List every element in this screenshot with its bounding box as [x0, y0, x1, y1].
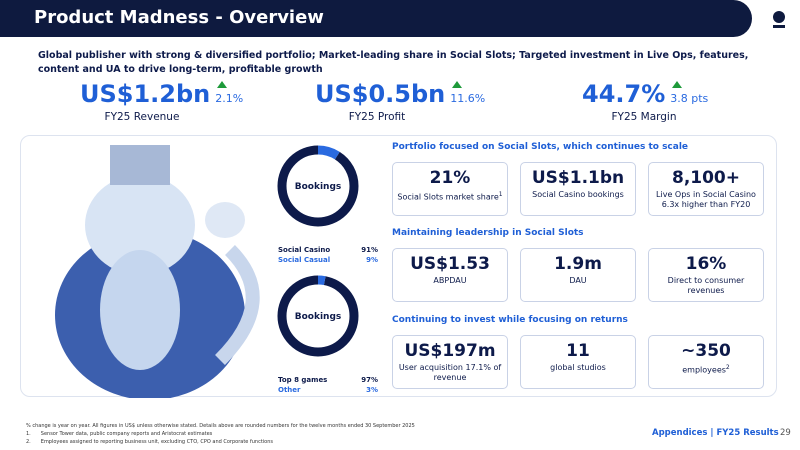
card-label: Social Slots market share1 [393, 188, 507, 203]
slide-title: Product Madness - Overview [34, 7, 324, 28]
up-arrow [217, 81, 228, 88]
donut-title: Bookings [295, 312, 342, 322]
card-label: employees2 [649, 361, 763, 376]
card-value: 16% [685, 254, 727, 274]
section-title: Maintaining leadership in Social Slots [392, 228, 584, 238]
kpi-card: US$1.53 ABPDAU [392, 248, 508, 302]
kpi-value: 44.7% [582, 80, 666, 108]
footnote-marker: 2. [26, 439, 31, 445]
legend-name: Social Casino [278, 246, 330, 254]
kpi-label: FY25 Profit [348, 111, 406, 123]
tiger-illustration [55, 145, 260, 398]
card-label: User acquisition 17.1% of revenue [393, 361, 507, 383]
donut-segment [277, 275, 359, 357]
footnote-ref: 2 [725, 364, 730, 371]
kpi-card: 16% Direct to consumer revenues [648, 248, 764, 302]
legend-value: 91% [361, 246, 378, 254]
legend-name: Social Casual [278, 256, 330, 264]
card-label: DAU [521, 274, 635, 286]
card-value: ~350 [681, 341, 731, 361]
card-value: 11 [566, 341, 590, 361]
section-title: Continuing to invest while focusing on r… [392, 315, 628, 325]
footnote: 1. Sensor Tower data, public company repo… [26, 430, 626, 438]
kpi-row: US$1.2bn 2.1% [80, 80, 243, 108]
kpi-label: FY25 Margin [611, 111, 677, 123]
footnote: 2. Employees assigned to reporting busine… [26, 438, 626, 446]
card-value: 1.9m [554, 254, 602, 274]
kpi-row: 44.7% 3.8 pts [582, 80, 708, 108]
card-label-text: Social Slots market share [397, 192, 499, 202]
kpi-row: US$0.5bn 11.6% [315, 80, 485, 108]
kpi-change: 2.1% [215, 81, 243, 105]
kpi-value: US$0.5bn [315, 80, 446, 108]
up-arrow [672, 81, 683, 88]
donut-segment [277, 145, 359, 227]
summary: Global publisher with strong & diversifi… [38, 50, 749, 75]
footnotes: % change is year on year. All figures in… [26, 422, 626, 446]
card-label: global studios [521, 361, 635, 373]
legend-value: 3% [366, 386, 378, 394]
kpi-card: 1.9m DAU [520, 248, 636, 302]
footnote: % change is year on year. All figures in… [26, 422, 626, 430]
legend-value: 97% [361, 376, 378, 384]
footnote-marker: 1. [26, 431, 31, 437]
kpi-card: 11 global studios [520, 335, 636, 389]
kpi-card: 21% Social Slots market share1 [392, 162, 508, 216]
legend-value: 9% [366, 256, 378, 264]
card-label-text: Live Ops in Social Casino 6.3x higher th… [656, 190, 756, 209]
card-value: 21% [429, 168, 471, 188]
footnote-text: Sensor Tower data, public company report… [40, 431, 213, 437]
card-label: Social Casino bookings [521, 188, 635, 200]
kpi-change: 3.8 pts [670, 81, 708, 105]
kpi-card: 8,100+ Live Ops in Social Casino 6.3x hig… [648, 162, 764, 216]
legend-name: Other [278, 386, 301, 394]
section-title: Portfolio focused on Social Slots, which… [392, 142, 689, 152]
kpi-card: ~350 employees2 [648, 335, 764, 389]
footnote-ref: 1 [498, 191, 503, 198]
card-label-text: global studios [550, 363, 606, 372]
donut-area: Social Casino 91% Social Casual 9% Bookings T… [277, 145, 378, 394]
kpi-card: US$1.1bn Social Casino bookings [520, 162, 636, 216]
card-label-text: ABPDAU [433, 276, 467, 285]
card-value: 8,100+ [671, 168, 741, 188]
donut-title: Bookings [295, 182, 342, 192]
kpi-change: 11.6% [450, 81, 485, 105]
header-bar [0, 0, 752, 37]
card-label-text: employees [682, 365, 726, 375]
card-label: ABPDAU [393, 274, 507, 286]
card-value: US$197m [404, 341, 496, 361]
card-label-text: User acquisition 17.1% of revenue [398, 363, 502, 382]
card-value: US$1.53 [410, 254, 490, 274]
kpi-value: US$1.2bn [80, 80, 211, 108]
kpi-label: FY25 Revenue [104, 111, 180, 123]
footnote-text: Employees assigned to reporting business… [40, 439, 273, 445]
card-label: Live Ops in Social Casino 6.3x higher th… [649, 188, 763, 210]
up-arrow [452, 81, 463, 88]
kpi-card: US$197m User acquisition 17.1% of revenue [392, 335, 508, 389]
card-value: US$1.1bn [531, 168, 625, 188]
footer-section: Appendices | FY25 Results [652, 428, 779, 438]
panel [20, 135, 777, 397]
page-number: 29 [780, 428, 791, 438]
logo [773, 11, 785, 28]
card-label-text: Social Casino bookings [532, 190, 624, 199]
card-label-text: DAU [569, 276, 587, 285]
legend-name: Top 8 games [278, 376, 327, 384]
card-label-text: Direct to consumer revenues [667, 276, 745, 295]
card-label: Direct to consumer revenues [649, 274, 763, 296]
footnote-text: % change is year on year. All figures in… [26, 423, 415, 429]
